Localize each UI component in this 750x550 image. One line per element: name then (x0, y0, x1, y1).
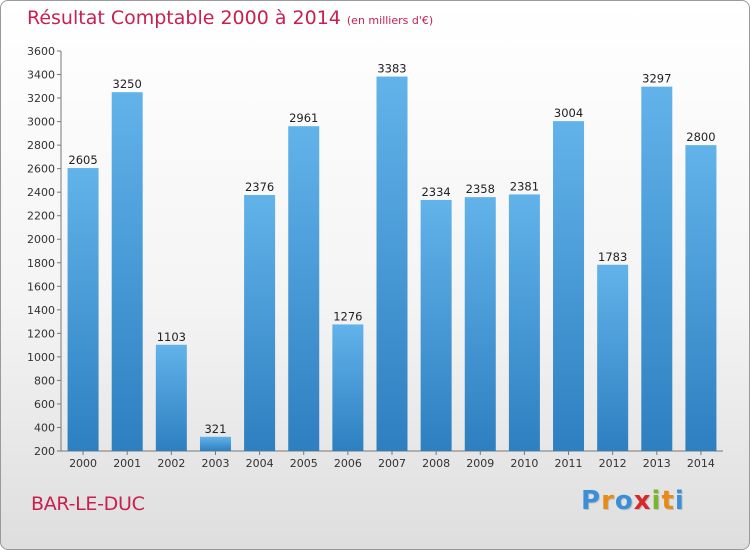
y-tick-label: 800 (34, 374, 55, 387)
data-label: 321 (204, 422, 226, 436)
x-tick-label: 2010 (510, 457, 538, 470)
data-label: 1276 (333, 309, 362, 323)
x-tick-label: 2003 (201, 457, 229, 470)
data-label: 3297 (642, 72, 671, 86)
bar (641, 86, 673, 451)
chart-title-text: Résultat Comptable 2000 à 2014 (27, 7, 341, 29)
data-label: 1103 (157, 330, 186, 344)
logo-letter: r (601, 486, 615, 516)
bar (111, 92, 143, 452)
data-label: 3383 (377, 62, 406, 76)
logo-letter: x (633, 486, 652, 516)
x-tick-label: 2013 (643, 457, 671, 470)
place-name: BAR-LE-DUC (31, 493, 145, 515)
bar (155, 344, 187, 451)
x-tick-label: 2000 (69, 457, 97, 470)
bars (67, 76, 717, 452)
bar (332, 324, 364, 451)
logo-letter: i (651, 486, 662, 516)
data-label: 2376 (245, 180, 274, 194)
bar (464, 197, 496, 451)
bar (288, 126, 320, 452)
bar (508, 194, 540, 452)
proxiti-logo: Proxiti (581, 486, 685, 516)
y-tick-label: 2400 (27, 186, 55, 199)
y-tick-label: 2000 (27, 233, 55, 246)
x-tick-label: 2001 (113, 457, 141, 470)
data-label: 3250 (113, 77, 142, 91)
x-tick-label: 2008 (422, 457, 450, 470)
data-label: 3004 (554, 106, 583, 120)
x-tick-label: 2005 (290, 457, 318, 470)
x-tick-label: 2011 (555, 457, 583, 470)
data-label: 2800 (686, 130, 715, 144)
chart-title: Résultat Comptable 2000 à 2014 (en millie… (27, 7, 433, 29)
data-label: 2334 (421, 185, 450, 199)
x-tick-label: 2012 (599, 457, 627, 470)
y-tick-label: 3000 (27, 116, 55, 129)
bar (244, 195, 276, 451)
chart-subtitle: (en milliers d'€) (346, 14, 434, 27)
data-label: 2961 (289, 111, 318, 125)
x-tick-label: 2014 (687, 457, 715, 470)
y-tick-label: 3400 (27, 69, 55, 82)
data-label: 1783 (598, 250, 627, 264)
y-tick-label: 2800 (27, 139, 55, 152)
bar (67, 168, 99, 451)
bar (553, 121, 585, 451)
logo-letter: i (674, 486, 685, 516)
bar (685, 145, 717, 451)
x-tick-label: 2009 (466, 457, 494, 470)
bar (420, 199, 452, 451)
x-tick-label: 2004 (246, 457, 274, 470)
logo-letter: o (614, 486, 634, 516)
y-tick-label: 1600 (27, 280, 55, 293)
y-tick-label: 1200 (27, 327, 55, 340)
y-tick-label: 1800 (27, 257, 55, 270)
data-label: 2605 (68, 153, 97, 167)
x-tick-label: 2002 (157, 457, 185, 470)
bar (376, 76, 408, 451)
x-tick-label: 2006 (334, 457, 362, 470)
y-tick-label: 1000 (27, 351, 55, 364)
y-tick-label: 3200 (27, 92, 55, 105)
y-tick-label: 2600 (27, 163, 55, 176)
y-tick-label: 600 (34, 398, 55, 411)
y-tick-label: 1400 (27, 304, 55, 317)
data-label: 2358 (466, 182, 495, 196)
data-labels: 2605 3250 1103 321 2376 2961 1276 3383 2334 2358 2… (68, 62, 715, 436)
y-tick-label: 400 (34, 421, 55, 434)
data-label: 2381 (510, 179, 539, 193)
bar-chart: 200 400 600 800 1000 1200 1400 1600 1800 2000 2200… (27, 45, 723, 470)
bar (199, 436, 231, 451)
x-tick-label: 2007 (378, 457, 406, 470)
logo-letter: t (661, 486, 675, 516)
logo-letter: P (581, 486, 602, 516)
y-tick-label: 2200 (27, 210, 55, 223)
y-tick-label: 3600 (27, 45, 55, 58)
bar (597, 264, 629, 451)
y-tick-label: 200 (34, 445, 55, 458)
